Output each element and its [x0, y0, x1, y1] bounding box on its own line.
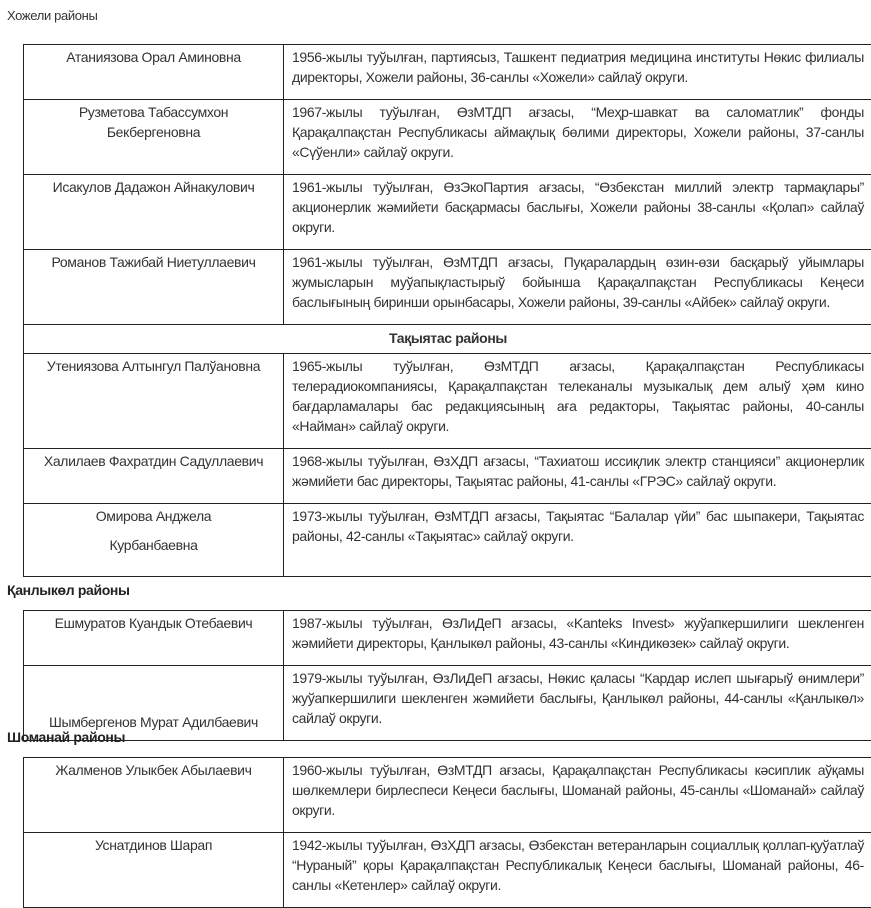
candidate-description: 1956-жылы туўылған, партиясыз, Ташкент п…	[284, 45, 871, 100]
candidate-description: 1942-жылы туўылған, ӨзХДП ағзасы, Өзбекс…	[284, 833, 871, 908]
candidate-name-line: Курбанбаевна	[32, 535, 275, 555]
candidate-name: Ешмуратов Куандык Отебаевич	[24, 611, 284, 666]
candidate-name: Рузметова Табассумхон Бекбергеновна	[24, 100, 284, 175]
section-heading: Тақыятас районы	[24, 325, 871, 354]
candidate-name: Исакулов Дадажон Айнакулович	[24, 175, 284, 250]
section-row: Тақыятас районы	[24, 325, 871, 354]
candidate-name: Утениязова Алтынгул Палўановна	[24, 354, 284, 449]
table-row: Омирова Анджела Курбанбаевна 1973-жылы туў…	[24, 504, 871, 577]
district-title: Хожели районы	[7, 8, 98, 23]
candidate-name: Атаниязова Орал Аминовна	[24, 45, 284, 100]
candidate-description: 1979-жылы туўылған, ӨзЛиДеП ағзасы, Нөки…	[284, 666, 871, 741]
district-heading: Шоманай районы	[7, 729, 125, 745]
candidate-name-line: Омирова Анджела	[32, 506, 275, 526]
candidate-name: Жалменов Улыкбек Абылаевич	[24, 758, 284, 833]
candidate-name: Омирова Анджела Курбанбаевна	[24, 504, 284, 577]
candidate-description: 1987-жылы туўылған, ӨзЛиДеП ағзасы, «Kan…	[284, 611, 871, 666]
candidate-description: 1967-жылы туўылған, ӨзМТДП ағзасы, “Меҳр…	[284, 100, 871, 175]
district-heading: Қанлыкөл районы	[7, 582, 130, 598]
candidate-description: 1960-жылы туўылған, ӨзМТДП ағзасы, Қарақ…	[284, 758, 871, 833]
candidate-description: 1973-жылы туўылған, ӨзМТДП ағзасы, Тақыя…	[284, 504, 871, 577]
candidate-description: 1965-жылы туўылған, ӨзМТДП ағзасы, Қарақ…	[284, 354, 871, 449]
candidate-name: Халилаев Фахратдин Садуллаевич	[24, 449, 284, 504]
candidate-name: Романов Тажибай Ниетуллаевич	[24, 250, 284, 325]
candidate-name: Уснатдинов Шарап	[24, 833, 284, 908]
candidate-description: 1961-жылы туўылған, ӨзЭкоПартия ағзасы, …	[284, 175, 871, 250]
candidate-description: 1968-жылы туўылған, ӨзХДП ағзасы, “Тахиа…	[284, 449, 871, 504]
candidate-description: 1961-жылы туўылған, ӨзМТДП ағзасы, Пуқар…	[284, 250, 871, 325]
